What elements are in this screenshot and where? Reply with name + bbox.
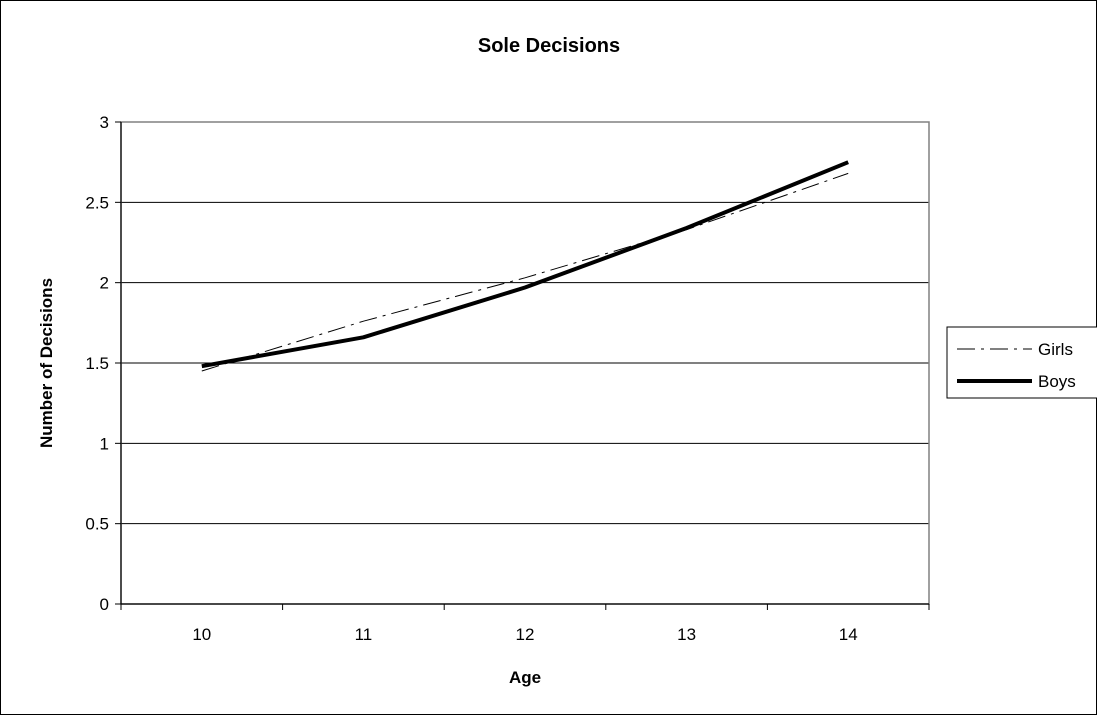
chart-title: Sole Decisions bbox=[478, 35, 620, 57]
x-tick-label: 10 bbox=[192, 625, 211, 644]
y-tick-label: 2.5 bbox=[85, 193, 109, 212]
y-tick-label: 0 bbox=[100, 595, 109, 614]
series-line-boys bbox=[201, 160, 849, 369]
legend: Girls Boys bbox=[946, 326, 1097, 399]
gridlines bbox=[121, 201, 929, 525]
series-lines bbox=[201, 160, 849, 372]
axes bbox=[115, 121, 930, 610]
y-tick-label: 0.5 bbox=[85, 515, 109, 534]
y-tick-label: 3 bbox=[100, 113, 109, 132]
legend-box bbox=[946, 326, 1097, 399]
x-axis-title: Age bbox=[509, 668, 541, 687]
legend-boys-label: Boys bbox=[1038, 372, 1076, 391]
y-tick-labels: 0 0.5 1 1.5 2 2.5 3 bbox=[85, 113, 109, 614]
y-tick-label: 1 bbox=[100, 434, 109, 453]
y-tick-label: 2 bbox=[100, 274, 109, 293]
x-tick-label: 11 bbox=[355, 625, 373, 644]
y-axis-title: Number of Decisions bbox=[37, 278, 56, 448]
x-tick-label: 14 bbox=[839, 625, 858, 644]
y-tick-label: 1.5 bbox=[85, 354, 109, 373]
x-tick-label: 12 bbox=[516, 625, 535, 644]
legend-girls-label: Girls bbox=[1038, 340, 1073, 359]
series-line-girls bbox=[201, 172, 849, 372]
x-tick-labels: 10 11 12 13 14 bbox=[192, 625, 857, 644]
x-tick-label: 13 bbox=[677, 625, 696, 644]
